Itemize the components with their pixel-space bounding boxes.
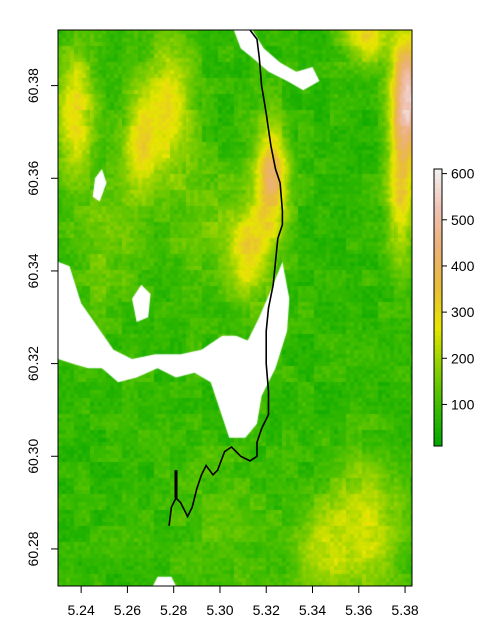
x-tick-label: 5.36 <box>345 602 372 618</box>
legend-swatch <box>434 321 442 327</box>
x-tick-label: 5.32 <box>253 602 280 618</box>
legend-swatch <box>434 372 442 378</box>
legend-swatch <box>434 325 442 332</box>
legend-swatch <box>434 353 442 359</box>
y-tick-label: 60.36 <box>25 161 41 196</box>
legend-swatch <box>434 422 442 429</box>
legend-swatch <box>434 261 442 267</box>
track-line <box>168 29 284 526</box>
legend-swatch <box>434 173 442 179</box>
legend-swatch <box>434 409 442 415</box>
legend-swatch <box>434 279 442 285</box>
legend-tick-label: 400 <box>451 258 475 274</box>
legend-swatch <box>434 399 442 405</box>
legend-swatch <box>434 330 442 336</box>
legend-swatch <box>434 182 442 188</box>
legend-swatch <box>434 233 442 239</box>
legend-swatch <box>434 376 442 382</box>
legend-swatch <box>434 390 442 396</box>
legend-swatch <box>434 358 442 364</box>
y-tick-label: 60.32 <box>25 346 41 381</box>
legend-swatch <box>434 404 442 410</box>
legend-tick-label: 100 <box>451 396 475 412</box>
x-tick-label: 5.34 <box>299 602 326 618</box>
legend-tick-label: 300 <box>451 304 475 320</box>
legend-swatch <box>434 215 442 221</box>
legend-swatch <box>434 256 442 262</box>
legend-swatch <box>434 302 442 308</box>
y-tick-label: 60.30 <box>25 439 41 474</box>
x-tick-label: 5.30 <box>206 602 233 618</box>
elevation-raster <box>58 30 412 586</box>
y-tick-label: 60.38 <box>25 68 41 103</box>
legend-swatch <box>434 427 442 433</box>
y-tick-label: 60.34 <box>25 253 41 288</box>
legend-swatch <box>434 385 442 392</box>
legend-swatch <box>434 335 442 341</box>
legend-swatch <box>434 413 442 419</box>
legend-swatch <box>434 187 442 193</box>
legend-swatch <box>434 381 442 387</box>
legend: 100 200 300 400 500 600 <box>433 166 475 447</box>
legend-swatch <box>434 205 442 212</box>
legend-swatch <box>434 247 442 253</box>
legend-swatch <box>434 229 442 235</box>
legend-swatch <box>434 362 442 369</box>
legend-swatch <box>434 344 442 350</box>
legend-swatch <box>434 441 442 447</box>
legend-swatch <box>434 293 442 299</box>
legend-swatch <box>434 367 442 373</box>
plot-frame <box>57 29 413 587</box>
legend-swatch <box>434 418 442 424</box>
x-tick-label: 5.28 <box>160 602 187 618</box>
legend-swatch <box>434 298 442 304</box>
legend-swatch <box>434 395 442 401</box>
legend-swatch <box>434 339 442 345</box>
legend-swatch <box>434 224 442 230</box>
legend-swatch <box>434 178 442 184</box>
legend-swatch <box>434 270 442 276</box>
legend-swatch <box>434 316 442 322</box>
legend-swatch <box>434 238 442 244</box>
x-tick-label: 5.26 <box>114 602 141 618</box>
legend-swatch <box>434 284 442 290</box>
legend-swatch <box>434 432 442 438</box>
legend-swatch <box>434 289 442 295</box>
legend-swatch <box>434 192 442 198</box>
legend-swatch <box>434 265 442 272</box>
legend-swatch <box>434 252 442 258</box>
x-tick-label: 5.38 <box>391 602 418 618</box>
legend-tick-label: 500 <box>451 212 475 228</box>
y-tick-label: 60.28 <box>25 531 41 566</box>
legend-swatch <box>434 242 442 248</box>
legend-swatch <box>434 436 442 442</box>
legend-swatch <box>434 307 442 313</box>
legend-swatch <box>434 210 442 216</box>
legend-swatch <box>434 275 442 281</box>
legend-swatch <box>434 196 442 202</box>
x-tick-label: 5.24 <box>68 602 95 618</box>
legend-swatch <box>434 219 442 225</box>
legend-swatch <box>434 312 442 318</box>
legend-swatch <box>434 169 442 175</box>
legend-tick-label: 600 <box>451 166 475 182</box>
legend-swatch <box>434 349 442 355</box>
legend-tick-label: 200 <box>451 350 475 366</box>
legend-frame <box>433 168 443 447</box>
legend-swatch <box>434 201 442 207</box>
